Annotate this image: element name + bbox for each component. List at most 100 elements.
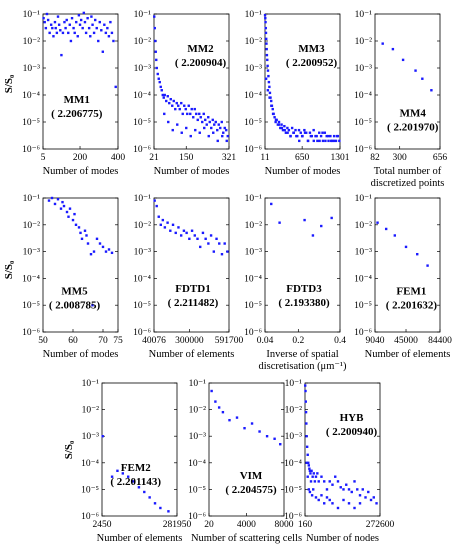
data-point	[226, 250, 229, 253]
data-point	[159, 506, 162, 510]
data-point	[416, 252, 419, 256]
data-point	[167, 510, 170, 513]
data-point	[95, 237, 99, 241]
data-point	[268, 96, 271, 99]
y-tick-label: 10⁻⁵	[81, 485, 99, 495]
data-point	[308, 467, 311, 470]
y-axis-label: S/S₀	[3, 74, 15, 93]
data-point	[217, 123, 220, 126]
data-point	[309, 472, 312, 475]
data-point	[98, 242, 102, 245]
panel-mm5: 10⁻¹ 10⁻² 10⁻³ 10⁻⁴ 10⁻⁵ 10⁻⁶50 60 70 75 Number o…	[22, 194, 123, 360]
data-point	[338, 139, 341, 143]
data-point	[307, 488, 311, 491]
data-point	[201, 120, 204, 124]
data-point	[56, 15, 60, 18]
data-point	[221, 410, 225, 414]
data-point	[43, 20, 46, 24]
data-point	[73, 31, 76, 35]
data-point	[265, 37, 268, 41]
y-tick-label: 10⁻⁵	[188, 485, 206, 495]
data-point	[367, 490, 370, 494]
data-point	[188, 237, 191, 241]
data-point	[158, 80, 161, 84]
data-point	[356, 488, 359, 491]
data-point	[89, 35, 92, 38]
data-point	[307, 464, 311, 467]
data-point	[167, 120, 170, 124]
x-axis-label-line2: discretized points	[371, 178, 445, 189]
x-axis-label: Number of modes	[154, 166, 230, 177]
data-point	[68, 23, 71, 26]
data-point	[51, 26, 54, 30]
panel-mm4: 10⁻¹ 10⁻² 10⁻³ 10⁻⁴ 10⁻⁵ 10⁻⁶82 300 656 Total nu…	[354, 10, 447, 189]
x-tick-label: 9040	[366, 336, 385, 346]
data-point	[316, 139, 319, 143]
data-point	[193, 107, 196, 111]
data-point	[196, 118, 199, 122]
data-point	[287, 128, 291, 132]
data-point	[361, 488, 364, 491]
data-point	[364, 496, 367, 499]
y-tick-label: 10⁻²	[355, 221, 373, 231]
data-point	[169, 229, 172, 232]
data-point	[181, 112, 184, 116]
data-point	[178, 107, 181, 111]
data-point	[311, 234, 315, 237]
y-tick-label: 10⁻⁶	[284, 512, 302, 522]
data-point	[163, 112, 166, 116]
data-point	[110, 475, 114, 478]
data-point	[49, 23, 53, 26]
data-point	[304, 410, 308, 414]
data-point	[161, 218, 165, 222]
data-point	[214, 400, 217, 403]
data-point	[48, 31, 51, 35]
data-point	[161, 93, 164, 97]
data-point	[265, 42, 268, 45]
y-tick-label: 10⁻⁶	[188, 512, 206, 522]
data-point	[107, 35, 111, 38]
data-point	[310, 494, 314, 497]
data-point	[210, 126, 213, 130]
data-point	[207, 116, 210, 119]
data-point	[106, 26, 109, 30]
y-tick-label: 10⁻⁵	[244, 118, 262, 128]
data-point	[112, 39, 115, 43]
x-tick-label: 300000	[175, 336, 204, 346]
x-tick-label: 281950	[163, 520, 192, 530]
data-point	[212, 131, 215, 134]
data-point	[266, 89, 270, 92]
data-point	[279, 443, 282, 446]
data-point	[177, 104, 180, 107]
data-point	[114, 85, 117, 89]
y-tick-label: 10⁻⁴	[81, 459, 100, 469]
data-point	[325, 134, 328, 138]
data-point	[176, 123, 179, 126]
data-point	[320, 475, 323, 478]
data-point	[169, 97, 172, 101]
data-point	[186, 112, 189, 116]
data-point	[73, 212, 76, 216]
data-point	[267, 80, 271, 84]
axes-frame	[42, 197, 119, 333]
x-tick-label: 150	[179, 153, 194, 163]
data-point	[46, 18, 50, 22]
y-tick-label: 10⁻³	[134, 248, 152, 258]
data-point	[101, 50, 105, 53]
data-point	[72, 26, 75, 30]
y-tick-label: 10⁻³	[189, 432, 207, 442]
data-point	[265, 53, 269, 57]
data-point	[264, 77, 268, 80]
data-point	[86, 16, 89, 20]
x-tick-label: 70	[98, 336, 108, 346]
y-tick-label: 10⁻⁵	[22, 301, 40, 311]
data-point	[323, 131, 327, 134]
data-point	[74, 223, 78, 226]
y-tick-label: 10⁻³	[245, 248, 263, 258]
data-point	[201, 231, 205, 235]
annotation-value: ( 2.211482)	[168, 297, 219, 309]
data-point	[84, 31, 88, 35]
annotation-name: FEM1	[396, 285, 426, 297]
x-tick-label: 82	[370, 153, 380, 163]
data-point	[243, 426, 246, 430]
